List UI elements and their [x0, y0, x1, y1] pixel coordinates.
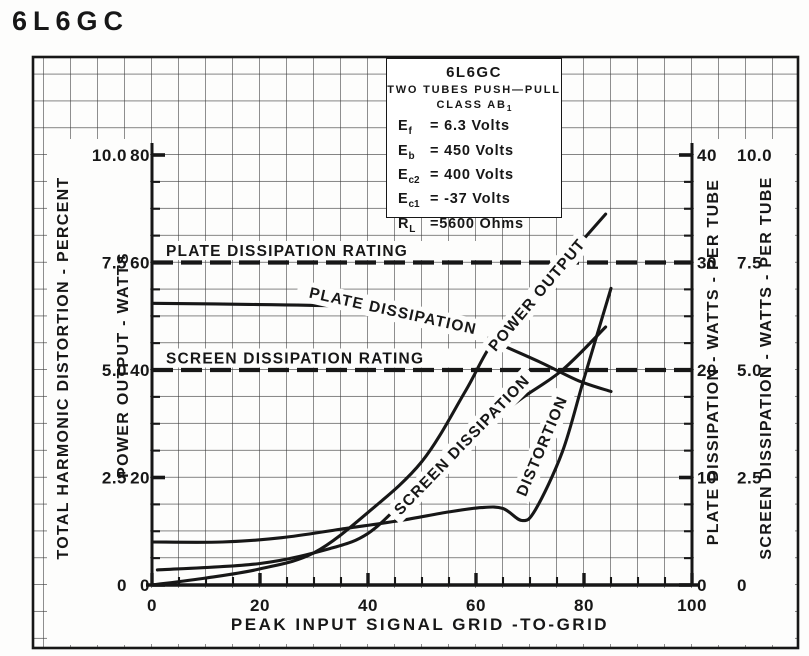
x-axis-title: PEAK INPUT SIGNAL GRID -TO-GRID: [231, 615, 609, 634]
distortion-curve: [150, 286, 613, 544]
distortion-tick-label: 10.0: [92, 146, 127, 165]
x-tick-label: 80: [574, 596, 594, 615]
power-tick-label: 0: [140, 576, 150, 595]
screen-tick-label: 5.0: [737, 361, 762, 380]
rating-label: SCREEN DISSIPATION RATING: [166, 351, 424, 368]
curve-label-bg: [509, 387, 575, 505]
plate-tick-label: 20: [697, 361, 717, 380]
condition-row: Ec1 = -37 Volts: [398, 191, 511, 211]
left-outer-axis-title: TOTAL HARMONIC DISTORTION - PERCENT: [55, 177, 72, 560]
conditions-title: 6L6GC: [446, 64, 502, 81]
plate-tick-label: 30: [697, 254, 717, 273]
rating-label-bg: [158, 348, 489, 368]
rating-label: PLATE DISSIPATION RATING: [166, 243, 408, 260]
condition-row: Eb = 450 Volts: [398, 142, 514, 162]
power-tick-label: 40: [130, 361, 150, 380]
distortion-tick-label: 7.5: [102, 254, 127, 273]
screen-tick-label: 2.5: [737, 469, 762, 488]
condition-row: Ec2 = 400 Volts: [398, 166, 514, 186]
x-tick-label: 100: [677, 596, 707, 615]
condition-row: RL =5600 Ohms: [398, 215, 524, 235]
power-tick-label: 80: [130, 146, 150, 165]
screen-tick-label: 0: [737, 576, 747, 595]
x-tick-label: 60: [466, 596, 486, 615]
label-zones: [47, 139, 795, 645]
curve-label-bg: [384, 365, 540, 525]
chart-outer-border: [31, 55, 800, 650]
distortion-tick-label: 0: [117, 576, 127, 595]
distortion-tick-label: 2.5: [102, 469, 127, 488]
plate-tick-label: 0: [697, 576, 707, 595]
x-tick-label: 20: [250, 596, 270, 615]
screen-tick-label: 7.5: [737, 254, 762, 273]
curve-label-bg: [480, 230, 594, 360]
plate-tick-label: 10: [697, 469, 717, 488]
condition-row: Ef = 6.3 Volts: [398, 118, 510, 138]
power-tick-label: 20: [130, 469, 150, 488]
page-title: 6L6GC: [12, 6, 130, 36]
left-inner-axis-title: POWER OUTPUT - WATTS: [115, 252, 132, 478]
conditions-box: 6L6GC TWO TUBES PUSH—PULL CLASS AB1 Ef = …: [386, 58, 562, 235]
screen-tick-label: 10.0: [737, 146, 772, 165]
plate-tick-label: 40: [697, 146, 717, 165]
right-outer-axis-title: SCREEN DISSIPATION - WATTS - PER TUBE: [758, 176, 775, 559]
distortion-tick-label: 5.0: [102, 361, 127, 380]
x-tick-label: 40: [358, 596, 378, 615]
conditions-class: CLASS AB1: [436, 99, 512, 114]
rating-label-bg: [158, 241, 477, 260]
conditions-list: Ef = 6.3 Volts Eb = 450 Volts Ec2 = 400 Volts…: [387, 117, 561, 239]
right-inner-axis-title: PLATE DISSIPATION - WATTS - PER TUBE: [705, 179, 722, 546]
conditions-subtitle: TWO TUBES PUSH—PULL: [387, 84, 561, 96]
curve-label-bg: [295, 279, 491, 343]
x-tick-label: 0: [147, 596, 157, 615]
power-tick-label: 60: [130, 254, 150, 273]
